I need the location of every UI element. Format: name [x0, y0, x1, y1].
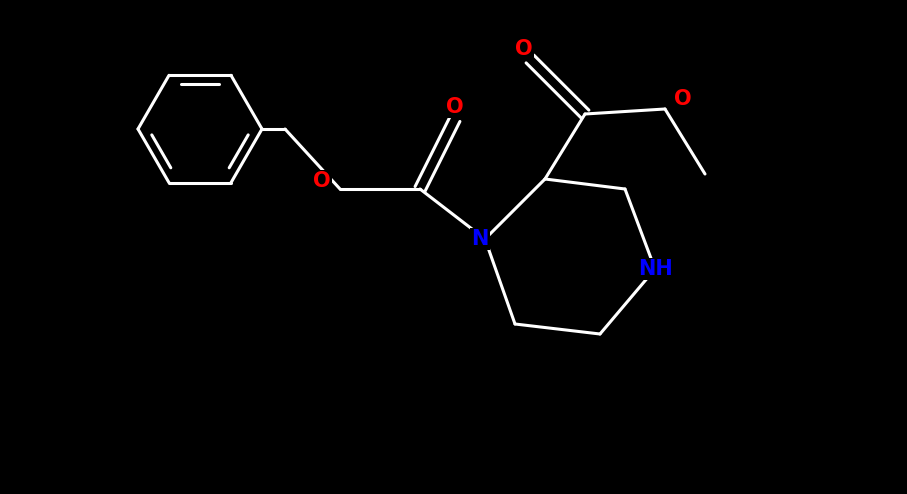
Text: O: O [446, 97, 463, 117]
Text: N: N [472, 229, 489, 249]
Text: NH: NH [638, 259, 672, 279]
Text: O: O [674, 89, 692, 109]
Text: O: O [515, 39, 532, 59]
Text: O: O [313, 171, 331, 191]
